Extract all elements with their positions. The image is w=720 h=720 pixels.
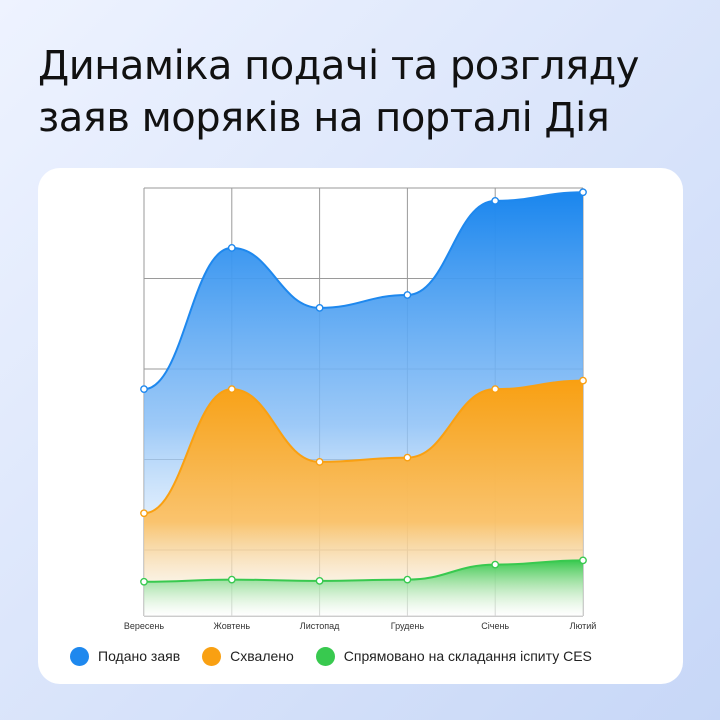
data-point-approved [579,376,587,385]
x-tick-label: Грудень [391,621,425,631]
x-tick-label: Вересень [124,621,164,631]
data-point-submitted [140,385,148,394]
markers [140,188,587,586]
data-point-submitted [227,244,236,252]
data-point-approved [315,458,324,466]
legend-label-approved: Схвалено [230,648,294,664]
data-point-submitted [403,291,412,299]
x-tick-label: Лютий [570,621,597,631]
x-tick-label: Жовтень [214,621,251,631]
x-tick-label: Листопад [300,621,340,631]
data-point-approved [227,385,236,394]
data-point-submitted [579,188,587,197]
legend-item-approved: Схвалено [202,646,294,666]
x-tick-label: Січень [481,621,509,631]
legend-dot-orange [202,646,222,666]
areas [143,191,584,616]
data-point-ces [140,577,148,586]
legend-item-submitted: Подано заяв [70,646,181,666]
legend-label-ces: Спрямовано на складання іспиту CES [343,648,592,664]
data-point-ces [579,556,587,565]
x-axis-labels: Вересень Жовтень Листопад Грудень Січень Люти… [124,621,596,631]
data-point-approved [403,453,412,462]
data-point-ces [315,577,324,585]
data-point-approved [140,509,148,518]
data-point-submitted [491,196,500,205]
legend: Подано заяв Схвалено Спрямовано на склад… [70,643,592,669]
data-point-ces [227,575,236,584]
legend-item-ces: Спрямовано на складання іспиту CES [315,646,592,666]
chart-title: Динаміка подачі та розгляду заяв моряків… [38,43,639,141]
data-point-submitted [315,303,324,312]
legend-dot-blue [70,646,89,666]
legend-dot-green [315,646,335,666]
data-point-ces [491,560,500,569]
area-approved [144,380,583,616]
area-ces [144,560,583,616]
legend-label-submitted: Подано заяв [98,648,181,664]
data-point-ces [403,575,412,584]
series-line-ces [143,559,584,583]
data-point-approved [491,385,500,394]
